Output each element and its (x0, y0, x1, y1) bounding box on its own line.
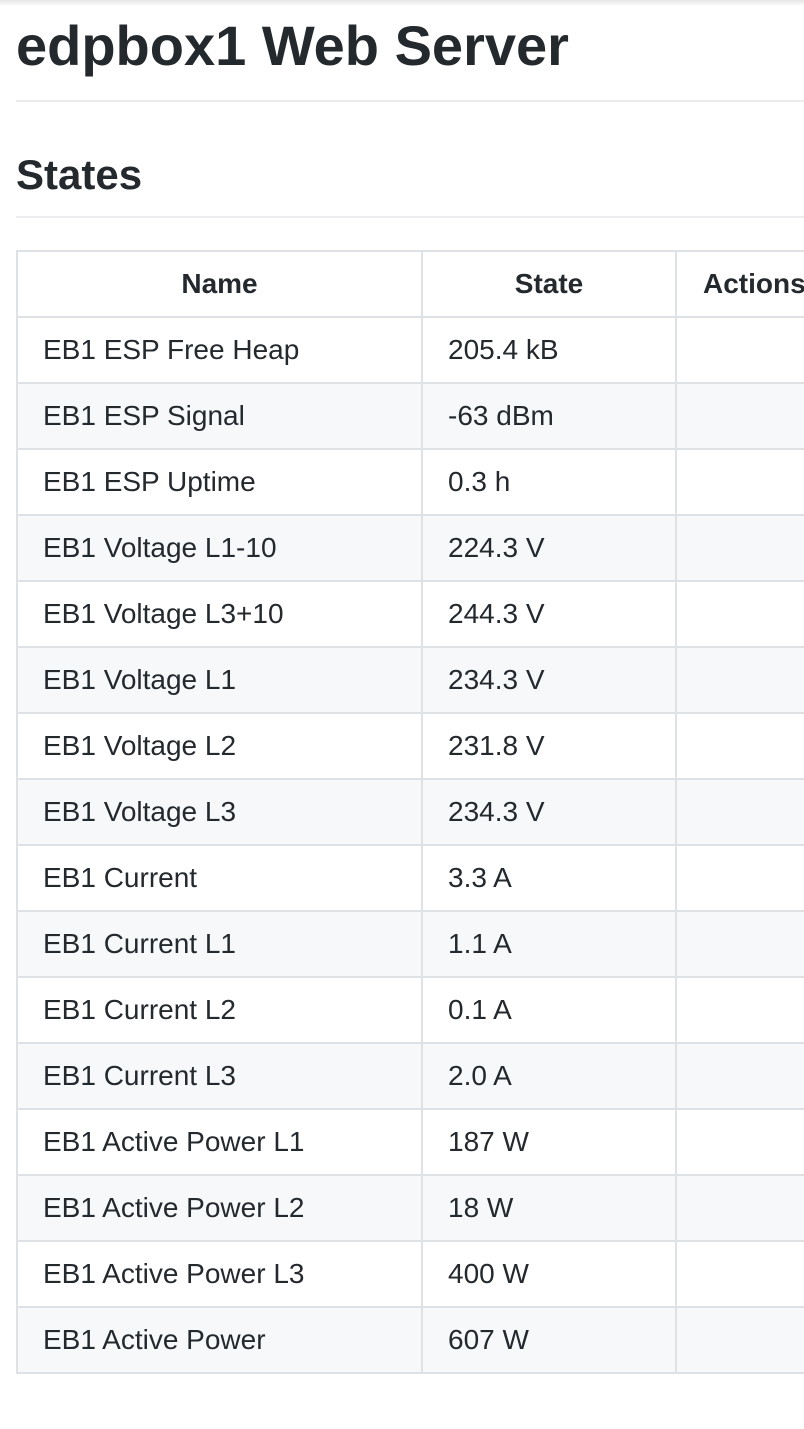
table-row: EB1 Active Power L2 18 W (16, 1174, 804, 1242)
row-state-cell: -63 dBm (421, 382, 677, 450)
states-table-container: Name State Actions EB1 ESP Free Heap 205… (16, 250, 804, 1429)
row-name-cell: EB1 Current L1 (16, 910, 423, 978)
row-actions-cell (675, 382, 804, 450)
table-row: EB1 Current L3 2.0 A (16, 1042, 804, 1110)
table-row: EB1 ESP Signal -63 dBm (16, 382, 804, 450)
row-actions-cell (675, 1042, 804, 1110)
title-divider (16, 100, 804, 102)
row-name-cell: EB1 ESP Uptime (16, 448, 423, 516)
row-name-cell: EB1 Active Power L2 (16, 1174, 423, 1242)
table-row: EB1 Voltage L3+10 244.3 V (16, 580, 804, 648)
table-row: EB1 ESP Uptime 0.3 h (16, 448, 804, 516)
states-table: Name State Actions EB1 ESP Free Heap 205… (16, 250, 804, 1374)
row-state-cell: 231.8 V (421, 712, 677, 780)
row-state-cell: 2.0 A (421, 1042, 677, 1110)
row-state-cell: 244.3 V (421, 580, 677, 648)
row-name-cell: EB1 Voltage L3 (16, 778, 423, 846)
table-row: EB1 Voltage L2 231.8 V (16, 712, 804, 780)
row-actions-cell (675, 448, 804, 516)
table-row: EB1 Active Power 607 W (16, 1306, 804, 1374)
column-header-name: Name (16, 250, 423, 318)
row-state-cell: 0.1 A (421, 976, 677, 1044)
section-divider (16, 216, 804, 218)
row-state-cell: 3.3 A (421, 844, 677, 912)
row-state-cell: 224.3 V (421, 514, 677, 582)
row-actions-cell (675, 712, 804, 780)
row-actions-cell (675, 778, 804, 846)
row-name-cell: EB1 Voltage L2 (16, 712, 423, 780)
table-row: EB1 Active Power L3 400 W (16, 1240, 804, 1308)
row-actions-cell (675, 910, 804, 978)
row-actions-cell (675, 514, 804, 582)
row-name-cell: EB1 ESP Free Heap (16, 316, 423, 384)
table-header-row: Name State Actions (16, 250, 804, 318)
row-actions-cell (675, 316, 804, 384)
row-actions-cell (675, 580, 804, 648)
table-row: EB1 Voltage L1 234.3 V (16, 646, 804, 714)
row-state-cell: 234.3 V (421, 778, 677, 846)
table-row: EB1 Voltage L3 234.3 V (16, 778, 804, 846)
section-title-states: States (16, 151, 143, 198)
row-actions-cell (675, 1240, 804, 1308)
row-name-cell: EB1 Current L3 (16, 1042, 423, 1110)
row-name-cell: EB1 Current (16, 844, 423, 912)
row-actions-cell (675, 1108, 804, 1176)
table-row: EB1 ESP Free Heap 205.4 kB (16, 316, 804, 384)
page-title: edpbox1 Web Server (16, 14, 569, 77)
row-actions-cell (675, 1174, 804, 1242)
row-actions-cell (675, 976, 804, 1044)
row-name-cell: EB1 Active Power L1 (16, 1108, 423, 1176)
row-state-cell: 1.1 A (421, 910, 677, 978)
table-row: EB1 Current L2 0.1 A (16, 976, 804, 1044)
row-state-cell: 18 W (421, 1174, 677, 1242)
row-state-cell: 187 W (421, 1108, 677, 1176)
row-name-cell: EB1 Voltage L1-10 (16, 514, 423, 582)
row-actions-cell (675, 646, 804, 714)
row-name-cell: EB1 Active Power L3 (16, 1240, 423, 1308)
table-row: EB1 Current 3.3 A (16, 844, 804, 912)
table-row: EB1 Voltage L1-10 224.3 V (16, 514, 804, 582)
row-actions-cell (675, 844, 804, 912)
row-state-cell: 234.3 V (421, 646, 677, 714)
column-header-actions: Actions (675, 250, 804, 318)
row-state-cell: 205.4 kB (421, 316, 677, 384)
row-name-cell: EB1 Active Power (16, 1306, 423, 1374)
column-header-state: State (421, 250, 677, 318)
row-actions-cell (675, 1306, 804, 1374)
browser-top-shadow (0, 0, 804, 6)
table-row: EB1 Current L1 1.1 A (16, 910, 804, 978)
row-state-cell: 0.3 h (421, 448, 677, 516)
table-row: EB1 Active Power L1 187 W (16, 1108, 804, 1176)
row-name-cell: EB1 Voltage L1 (16, 646, 423, 714)
row-name-cell: EB1 ESP Signal (16, 382, 423, 450)
row-state-cell: 400 W (421, 1240, 677, 1308)
row-name-cell: EB1 Current L2 (16, 976, 423, 1044)
row-name-cell: EB1 Voltage L3+10 (16, 580, 423, 648)
row-state-cell: 607 W (421, 1306, 677, 1374)
